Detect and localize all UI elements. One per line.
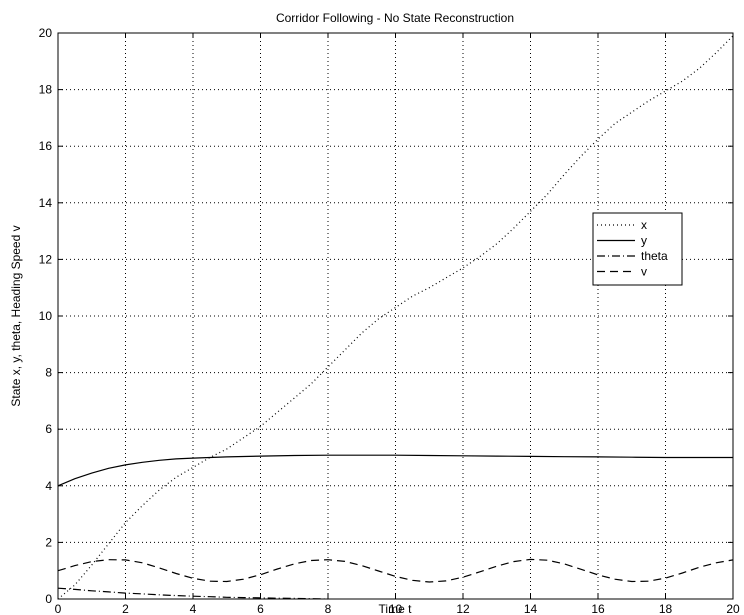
x-tick-label: 14 (524, 602, 538, 615)
y-tick-label: 0 (45, 592, 52, 606)
legend-label-y: y (641, 234, 647, 248)
y-tick-label: 6 (45, 422, 52, 436)
y-tick-label: 4 (45, 479, 52, 493)
x-tick-label: 12 (456, 602, 470, 615)
x-tick-label: 20 (726, 602, 740, 615)
y-tick-label: 8 (45, 366, 52, 380)
y-tick-label: 12 (39, 252, 53, 266)
chart-title: Corridor Following - No State Reconstruc… (276, 11, 514, 25)
x-tick-label: 16 (591, 602, 605, 615)
series-line-v (57, 558, 734, 583)
series-lines (57, 35, 734, 600)
legend-label-v: v (641, 265, 647, 279)
x-tick-label: 8 (325, 602, 332, 615)
series-line-x (57, 35, 734, 600)
legend-label-theta: theta (641, 249, 668, 263)
series-line-theta (57, 587, 329, 600)
y-tick-label: 18 (39, 83, 53, 97)
y-axis-ticks: 0 2 4 6 8 10 12 14 16 18 20 (39, 26, 733, 606)
x-tick-label: 2 (122, 602, 129, 615)
grid (58, 33, 733, 599)
y-tick-label: 16 (39, 139, 53, 153)
y-tick-label: 10 (39, 309, 53, 323)
y-tick-label: 2 (45, 535, 52, 549)
x-tick-label: 6 (257, 602, 264, 615)
x-tick-label: 18 (659, 602, 673, 615)
y-axis-label: State x, y, theta, Heading Speed v (9, 225, 23, 406)
x-tick-label: 0 (55, 602, 62, 615)
x-axis-label: Time t (379, 602, 413, 615)
y-tick-label: 14 (39, 196, 53, 210)
series-line-y (57, 454, 733, 487)
x-tick-label: 10 (389, 602, 403, 615)
legend-label-x: x (641, 218, 647, 232)
legend-box (592, 212, 683, 286)
y-tick-label: 20 (39, 26, 53, 40)
x-tick-label: 4 (190, 602, 197, 615)
